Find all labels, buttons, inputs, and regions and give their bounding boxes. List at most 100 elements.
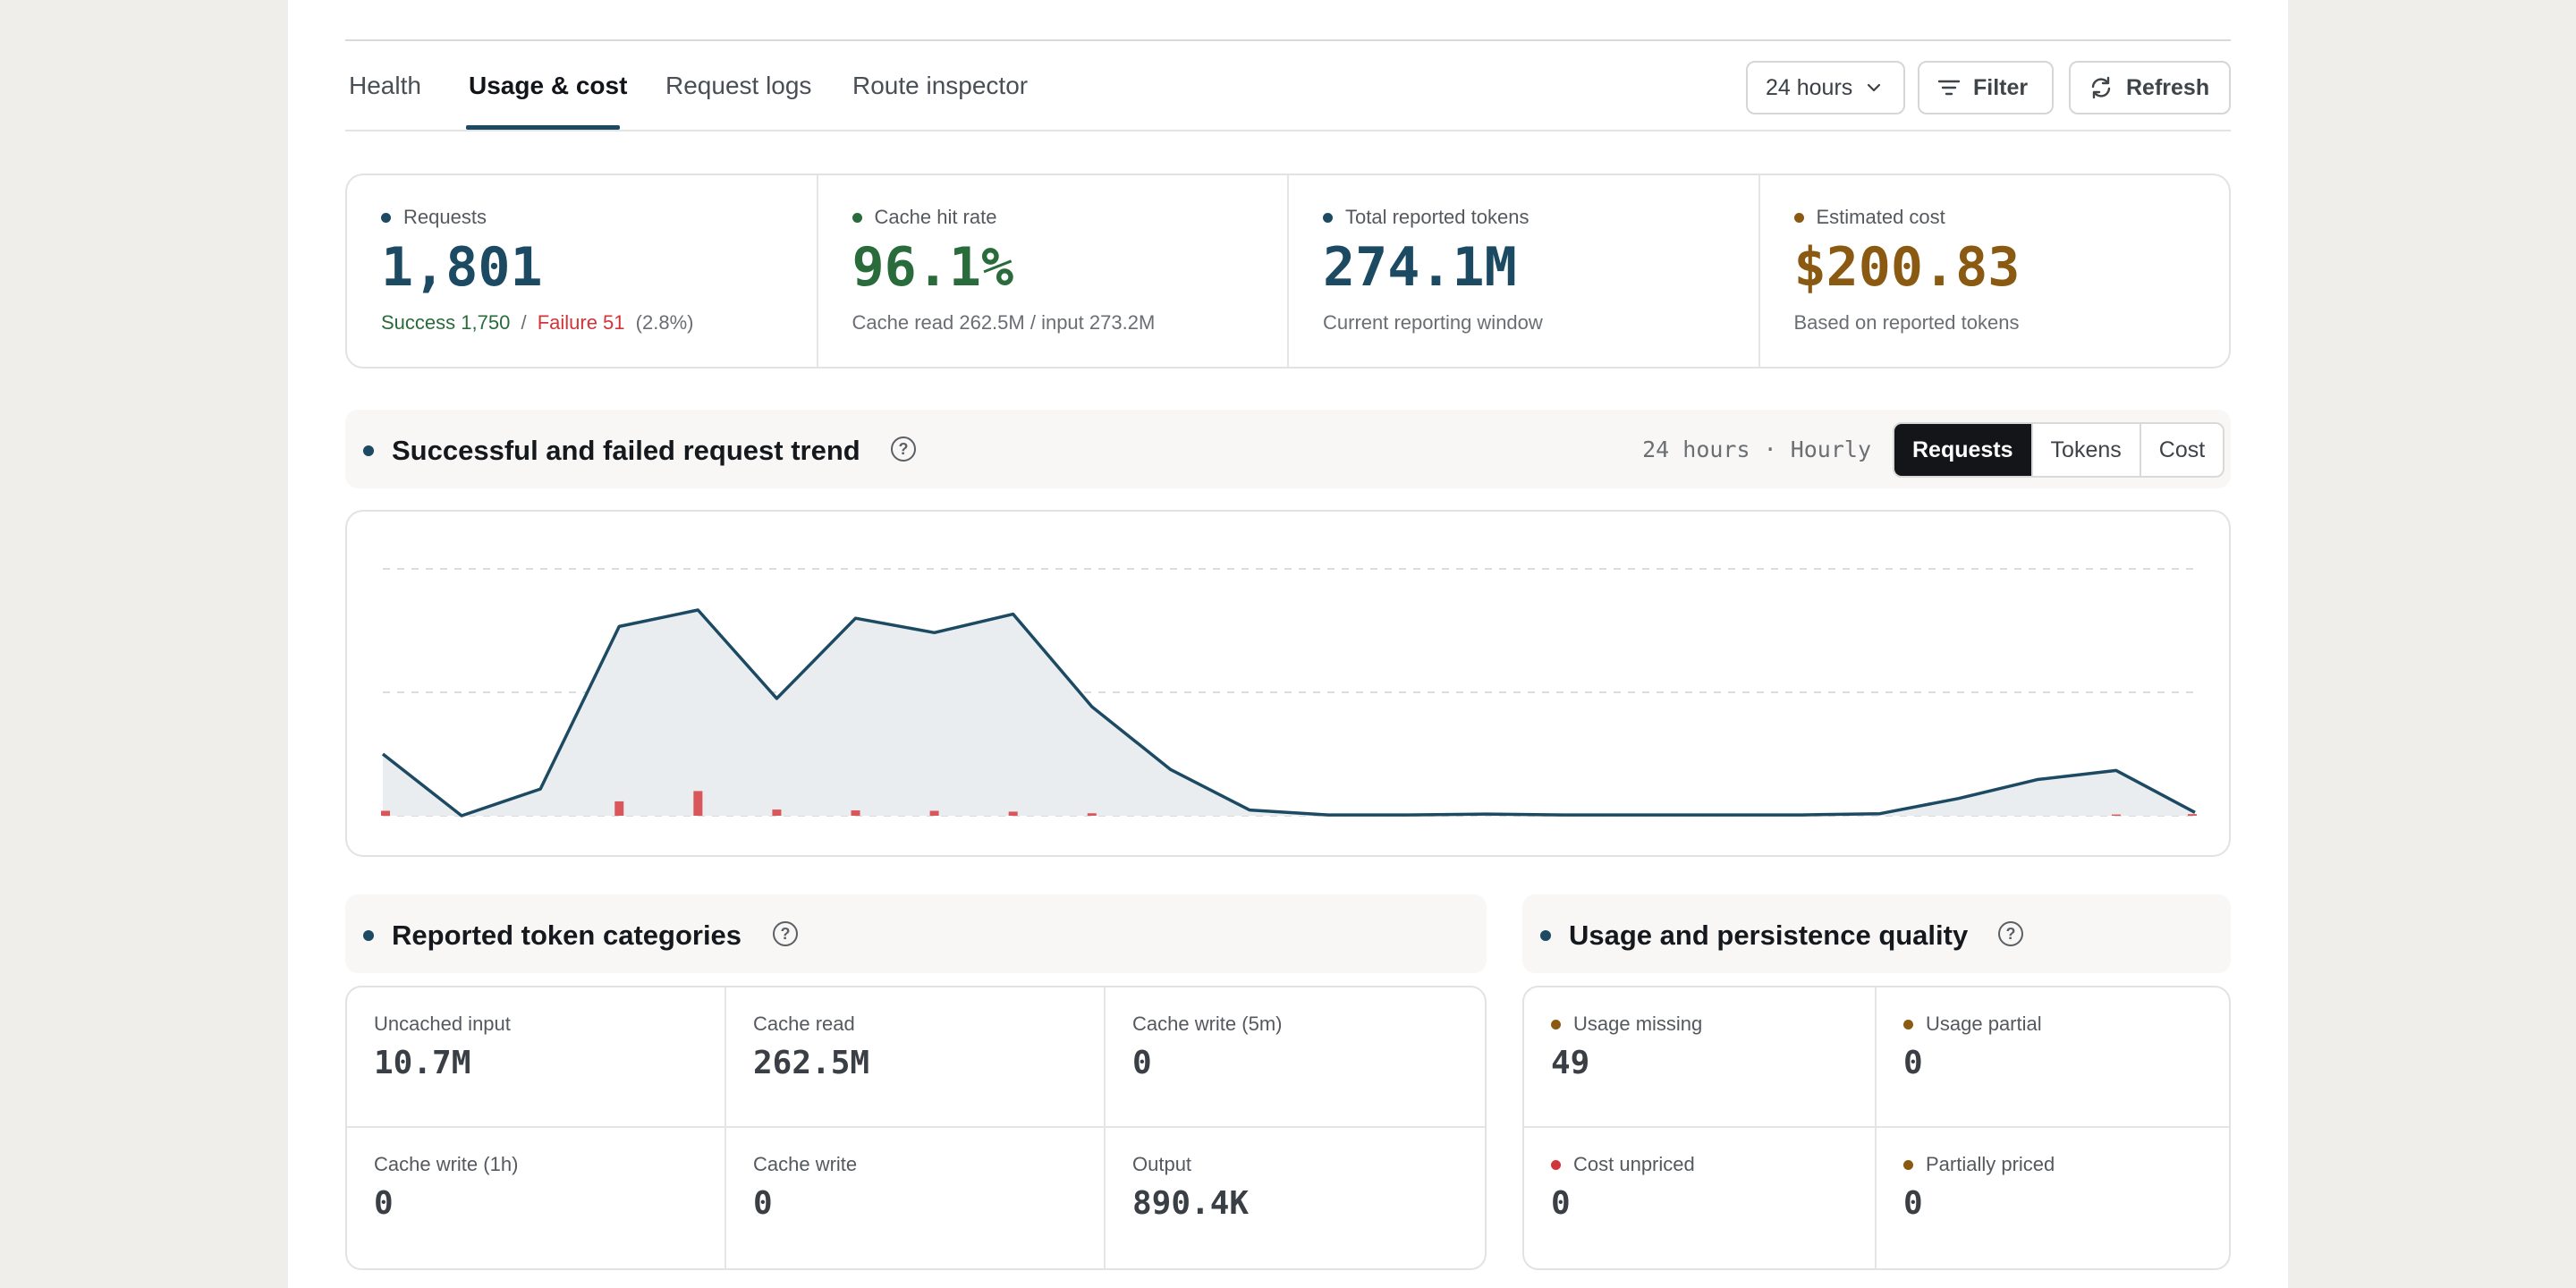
filter-icon (1937, 80, 1961, 96)
token-cell: Cache write 0 (726, 1128, 1106, 1268)
quality-cell: Usage partial 0 (1877, 987, 2229, 1128)
cell-label: Cache write (5m) (1132, 1013, 1283, 1035)
status-dot (1903, 1019, 1913, 1030)
range-select[interactable]: 24 hours (1746, 61, 1905, 114)
quality-grid: Usage missing 49 Usage partial 0 Cost unpr… (1522, 986, 2231, 1270)
filter-button-label: Filter (1973, 74, 2029, 100)
summary-stats: Requests 1,801 Success 1,750 / Failure 5… (345, 174, 2231, 369)
cell-value: 0 (1903, 1185, 1923, 1222)
help-icon[interactable]: ? (1998, 921, 2023, 946)
tab-bar: Health Usage & cost Request logs Route i… (345, 64, 2231, 131)
cell-value: 0 (1551, 1185, 1571, 1222)
chart-meta: 24 hours · Hourly (1642, 436, 1871, 462)
quality-cell: Usage missing 49 (1524, 987, 1877, 1128)
stat-label: Estimated cost (1816, 206, 1945, 228)
stat-label-row: Estimated cost (1793, 206, 1945, 229)
cell-label: Cache read (753, 1013, 855, 1035)
tab-route-inspector[interactable]: Route inspector (852, 72, 1029, 99)
failure-pct: (2.8%) (635, 311, 694, 334)
chart-svg (381, 568, 2197, 818)
cell-label: Cache write (753, 1153, 858, 1175)
success-count: Success 1,750 (381, 311, 511, 334)
cell-label-row: Cost unpriced (1551, 1153, 1695, 1176)
token-categories-grid: Uncached input 10.7M Cache read 262.5M Cac… (345, 986, 1487, 1270)
cell-label: Uncached input (374, 1013, 511, 1035)
chart-mode-toggle: Requests Tokens Cost (1893, 422, 2225, 478)
mode-requests[interactable]: Requests (1894, 424, 2033, 476)
quality-cell: Cost unpriced 0 (1524, 1128, 1877, 1268)
status-dot (852, 212, 862, 223)
stat-sub: Current reporting window (1323, 311, 1543, 334)
stat-value: 1,801 (381, 236, 543, 299)
cell-value: 262.5M (753, 1045, 870, 1081)
failure-bar (772, 809, 782, 816)
token-cell: Cache write (5m) 0 (1106, 987, 1485, 1128)
stat-label: Cache hit rate (874, 206, 997, 228)
help-icon[interactable]: ? (773, 921, 798, 946)
mode-tokens[interactable]: Tokens (2032, 424, 2141, 476)
tab-request-logs[interactable]: Request logs (665, 72, 812, 99)
cell-value: 0 (1132, 1045, 1152, 1081)
stat-total-tokens: Total reported tokens 274.1M Current rep… (1289, 175, 1760, 367)
cell-value: 0 (1903, 1045, 1923, 1081)
cell-label: Usage missing (1573, 1013, 1703, 1035)
tab-health[interactable]: Health (349, 72, 421, 99)
status-dot (381, 212, 391, 223)
request-trend-chart (345, 510, 2231, 857)
stat-sub: Based on reported tokens (1793, 311, 2020, 334)
status-dot (1903, 1159, 1913, 1170)
cell-label-row: Partially priced (1903, 1153, 2055, 1176)
cell-label: Cache write (1h) (374, 1153, 519, 1175)
range-select-value: 24 hours (1766, 74, 1853, 100)
failure-bar (693, 791, 703, 816)
tab-bar-divider (345, 130, 2231, 131)
cell-label: Partially priced (1926, 1153, 2055, 1175)
failure-bar (614, 801, 624, 816)
stat-sub: Success 1,750 / Failure 51 (2.8%) (381, 311, 693, 335)
refresh-icon (2091, 76, 2111, 99)
failure-bar (851, 810, 860, 816)
token-cell: Output 890.4K (1106, 1128, 1485, 1268)
cell-label: Output (1132, 1153, 1192, 1175)
stat-label-row: Total reported tokens (1323, 206, 1529, 229)
status-dot (1551, 1019, 1561, 1030)
cell-value: 10.7M (374, 1045, 471, 1081)
status-dot (1323, 212, 1333, 223)
divider (345, 39, 2231, 41)
cell-label-row: Usage missing (1551, 1013, 1702, 1036)
tab-usage-cost[interactable]: Usage & cost (469, 72, 628, 99)
failure-bar (2111, 814, 2121, 816)
failure-bar (1087, 813, 1097, 816)
stat-value: 274.1M (1323, 236, 1517, 299)
failure-bar (929, 810, 939, 816)
chevron-down-icon (1868, 83, 1881, 92)
section-title: Usage and persistence quality (1569, 919, 1969, 951)
cell-value: 49 (1551, 1045, 1590, 1081)
cell-label-row: Usage partial (1903, 1013, 2042, 1036)
section-title: Successful and failed request trend (392, 435, 860, 466)
section-dot (1540, 930, 1551, 941)
refresh-button-label: Refresh (2126, 74, 2210, 100)
failure-bar (1008, 811, 1018, 816)
failure-bar (381, 810, 390, 816)
section-dot (363, 930, 374, 941)
token-cell: Uncached input 10.7M (347, 987, 726, 1128)
help-icon[interactable]: ? (891, 436, 916, 462)
stat-label: Total reported tokens (1345, 206, 1530, 228)
stat-requests: Requests 1,801 Success 1,750 / Failure 5… (347, 175, 818, 367)
quality-section-header: Usage and persistence quality ? (1522, 894, 2231, 973)
stat-cache-hit-rate: Cache hit rate 96.1% Cache read 262.5M /… (818, 175, 1289, 367)
token-cell: Cache read 262.5M (726, 987, 1106, 1128)
section-title: Reported token categories (392, 919, 742, 951)
requests-line (381, 608, 2196, 818)
token-cell: Cache write (1h) 0 (347, 1128, 726, 1268)
stat-label: Requests (403, 206, 487, 228)
active-tab-indicator (466, 125, 620, 130)
mode-cost[interactable]: Cost (2140, 424, 2224, 476)
refresh-button[interactable]: Refresh (2069, 61, 2231, 114)
filter-button[interactable]: Filter (1918, 61, 2054, 114)
trend-section-header: Successful and failed request trend ? 24… (345, 410, 2231, 488)
requests-area (383, 610, 2195, 816)
separator: / (521, 311, 527, 334)
cell-label: Usage partial (1926, 1013, 2042, 1035)
